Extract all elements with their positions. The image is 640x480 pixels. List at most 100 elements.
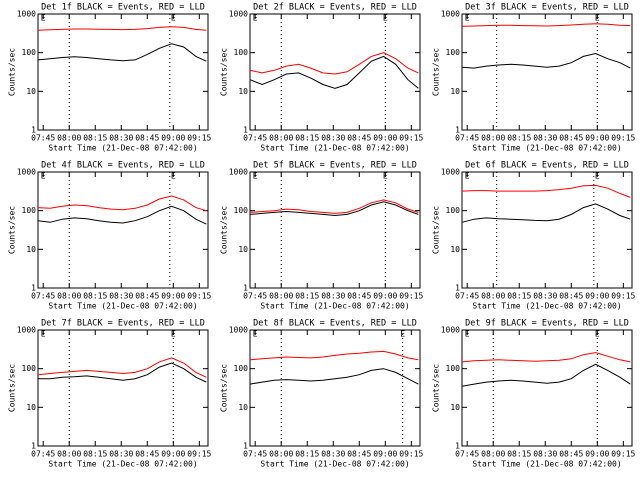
y-tick-label: 100 <box>446 364 461 373</box>
event-marker: E <box>465 14 470 23</box>
y-tick-label: 1 <box>243 284 248 293</box>
data-line <box>249 350 419 361</box>
y-tick-label: 1 <box>31 126 36 135</box>
x-tick-label: 08:45 <box>135 134 159 143</box>
chart-title: Det 1f BLACK = Events, RED = LLD <box>41 3 205 13</box>
y-tick-label: 1000 <box>229 10 248 19</box>
y-axis-label: Counts/sec <box>220 48 229 96</box>
x-tick-label: 08:45 <box>559 292 583 301</box>
y-tick-label: 1 <box>455 126 460 135</box>
event-marker: E <box>41 14 46 23</box>
x-tick-label: 08:00 <box>57 134 81 143</box>
chart-panel: 1 10 100 1000 07:45 08:00 08:15 08:30 08:45 09:00… <box>432 319 636 469</box>
x-tick-label: 08:15 <box>83 292 107 301</box>
x-tick-label: 08:00 <box>269 450 293 459</box>
x-axis-label: Start Time (21-Dec-08 07:42:00) <box>48 144 197 153</box>
x-tick-label: 09:00 <box>161 134 185 143</box>
chart-panel: 1 10 100 1000 07:45 08:00 08:15 08:30 08:45 09:00… <box>8 319 212 469</box>
x-tick-label: 07:45 <box>455 292 479 301</box>
chart-title: Det 6f BLACK = Events, RED = LLD <box>465 161 629 171</box>
plot-frame <box>37 13 209 131</box>
x-tick-label: 08:00 <box>269 134 293 143</box>
y-tick-label: 100 <box>22 48 37 57</box>
y-tick-label: 100 <box>446 48 461 57</box>
plot-frame <box>461 13 633 131</box>
x-tick-label: 09:15 <box>611 450 635 459</box>
x-tick-label: 08:00 <box>269 292 293 301</box>
y-tick-label: 1000 <box>441 10 460 19</box>
y-axis-label: Counts/sec <box>432 364 441 412</box>
x-tick-label: 07:45 <box>243 134 267 143</box>
x-tick-label: 08:45 <box>135 292 159 301</box>
y-axis-label: Counts/sec <box>220 364 229 412</box>
x-axis-label: Start Time (21-Dec-08 07:42:00) <box>48 302 197 311</box>
plot-frame <box>249 329 421 447</box>
x-tick-label: 08:30 <box>533 450 557 459</box>
x-tick-label: 08:00 <box>481 292 505 301</box>
plot-frame <box>461 329 633 447</box>
data-line <box>249 52 419 75</box>
x-tick-label: 09:15 <box>399 450 423 459</box>
y-tick-label: 100 <box>234 48 249 57</box>
x-tick-label: 08:45 <box>559 450 583 459</box>
x-tick-label: 08:30 <box>321 134 345 143</box>
x-tick-label: 09:15 <box>187 134 211 143</box>
y-tick-label: 100 <box>234 206 249 215</box>
y-tick-label: 100 <box>446 206 461 215</box>
data-line <box>461 363 631 387</box>
x-tick-label: 08:15 <box>83 134 107 143</box>
chart-panel: 1 10 100 1000 07:45 08:00 08:15 08:30 08:45 09:00… <box>432 3 636 153</box>
x-tick-label: 07:45 <box>31 134 55 143</box>
event-marker: E <box>41 172 46 181</box>
x-tick-label: 07:45 <box>243 292 267 301</box>
chart-title: Det 7f BLACK = Events, RED = LLD <box>41 319 205 329</box>
x-axis-label: Start Time (21-Dec-08 07:42:00) <box>472 460 621 469</box>
y-axis-label: Counts/sec <box>8 206 17 254</box>
x-tick-label: 08:30 <box>321 292 345 301</box>
chart-panel: 1 10 100 1000 07:45 08:00 08:15 08:30 08:45 09:00… <box>220 161 424 311</box>
chart-title: Det 5f BLACK = Events, RED = LLD <box>253 161 417 171</box>
y-tick-label: 10 <box>26 403 36 412</box>
x-tick-label: 07:45 <box>455 134 479 143</box>
y-tick-label: 10 <box>238 245 248 254</box>
x-tick-label: 09:00 <box>585 450 609 459</box>
x-tick-label: 09:15 <box>187 450 211 459</box>
event-marker: E <box>400 330 405 339</box>
x-tick-label: 08:30 <box>321 450 345 459</box>
x-tick-label: 09:00 <box>373 292 397 301</box>
chart-title: Det 3f BLACK = Events, RED = LLD <box>465 3 629 13</box>
x-tick-label: 07:45 <box>31 450 55 459</box>
x-tick-label: 09:15 <box>611 134 635 143</box>
x-tick-label: 07:45 <box>31 292 55 301</box>
x-tick-label: 08:45 <box>347 292 371 301</box>
data-line <box>37 205 207 225</box>
data-line <box>461 352 631 363</box>
data-line <box>37 43 207 62</box>
y-tick-label: 1 <box>243 442 248 451</box>
x-tick-label: 09:00 <box>373 450 397 459</box>
x-tick-label: 09:00 <box>585 134 609 143</box>
x-tick-label: 09:15 <box>399 134 423 143</box>
data-line <box>37 357 207 378</box>
plot-frame <box>37 329 209 447</box>
y-axis-label: Counts/sec <box>432 48 441 96</box>
y-tick-label: 100 <box>22 206 37 215</box>
y-tick-label: 10 <box>26 87 36 96</box>
y-tick-label: 100 <box>234 364 249 373</box>
y-tick-label: 1 <box>455 284 460 293</box>
chart-title: Det 8f BLACK = Events, RED = LLD <box>253 319 417 329</box>
x-tick-label: 09:00 <box>161 450 185 459</box>
plot-frame <box>249 13 421 131</box>
chart-panel: 1 10 100 1000 07:45 08:00 08:15 08:30 08:45 09:00… <box>432 161 636 311</box>
x-tick-label: 08:30 <box>109 134 133 143</box>
data-line <box>249 199 419 214</box>
x-tick-label: 08:15 <box>507 134 531 143</box>
x-tick-label: 08:00 <box>57 292 81 301</box>
y-axis-label: Counts/sec <box>8 364 17 412</box>
x-tick-label: 09:00 <box>373 134 397 143</box>
x-tick-label: 08:45 <box>135 450 159 459</box>
x-axis-label: Start Time (21-Dec-08 07:42:00) <box>260 144 409 153</box>
x-tick-label: 08:30 <box>533 292 557 301</box>
event-marker: E <box>253 172 258 181</box>
